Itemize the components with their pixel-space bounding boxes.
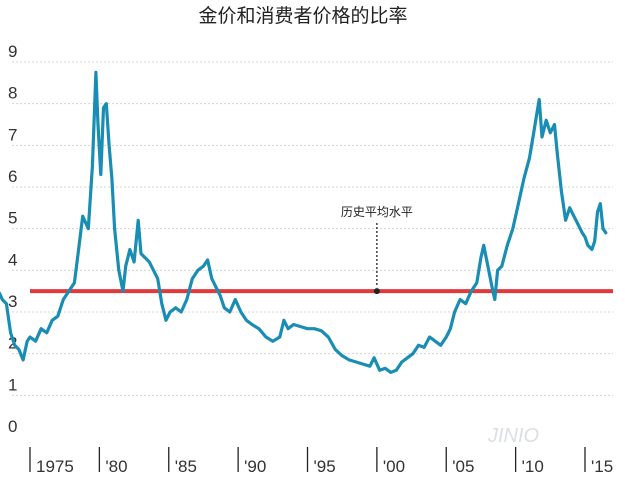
x-tick-label: '00 [383, 457, 405, 476]
y-tick-label: 8 [8, 84, 17, 103]
watermark: JINIO [487, 425, 539, 447]
y-tick-label: 0 [8, 417, 17, 436]
x-tick-label: '10 [522, 457, 544, 476]
y-tick-label: 6 [8, 167, 17, 186]
y-tick-label: 1 [8, 375, 17, 394]
y-tick-label: 4 [8, 250, 17, 269]
x-tick-label: '15 [591, 457, 613, 476]
watermark-text: JINIO [487, 425, 539, 447]
series-line-0 [0, 70, 608, 374]
y-tick-label: 3 [8, 292, 17, 311]
x-tick-label: '80 [105, 457, 127, 476]
x-tick-label: '95 [314, 457, 336, 476]
y-tick-label: 9 [8, 42, 17, 61]
x-tick-label: '90 [244, 457, 266, 476]
y-tick-label: 7 [8, 125, 17, 144]
annotation-dot [373, 288, 380, 295]
x-tick-label: '85 [175, 457, 197, 476]
x-axis: 1975 '80 '85 '90 '95 '00 '05 '10 '15 [29, 447, 613, 476]
reference-line-label: 历史平均水平 [341, 205, 413, 219]
y-tick-label: 5 [8, 209, 17, 228]
x-tick-label: '05 [452, 457, 474, 476]
series-group [0, 70, 608, 374]
chart-title: 金价和消费者价格的比率 [198, 5, 407, 27]
x-tick-label: 1975 [36, 457, 74, 476]
annotation-group: 历史平均水平 [341, 205, 413, 295]
